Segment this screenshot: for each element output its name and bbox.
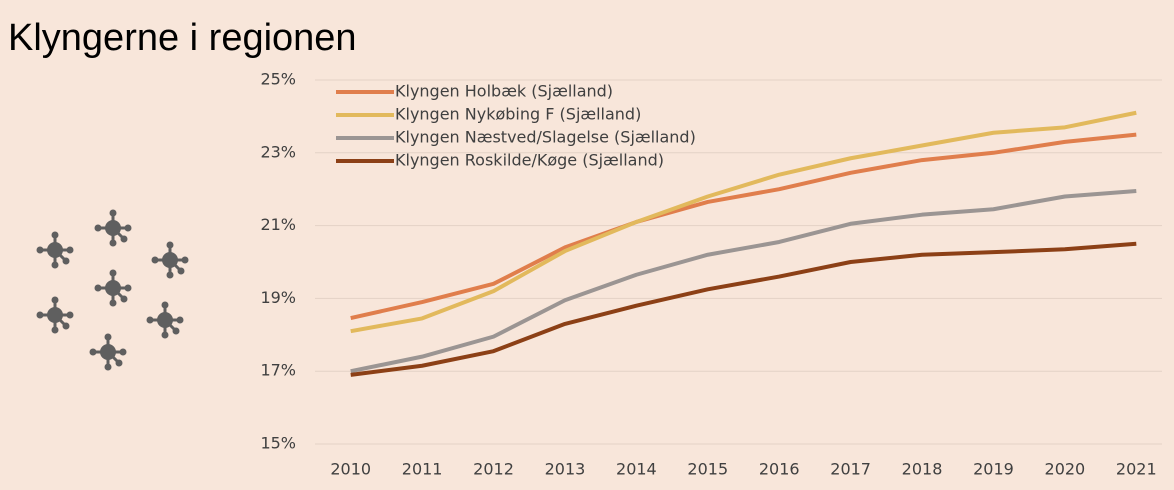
y-tick-label: 15% <box>260 434 296 453</box>
x-tick-label: 2015 <box>687 460 728 479</box>
y-tick-label: 25% <box>260 70 296 89</box>
cluster-icon <box>35 208 190 372</box>
y-tick-label: 19% <box>260 288 296 307</box>
x-tick-label: 2013 <box>545 460 586 479</box>
series-line <box>350 110 1137 334</box>
legend-label: Klyngen Holbæk (Sjælland) <box>395 82 613 101</box>
x-tick-label: 2017 <box>830 460 871 479</box>
x-tick-label: 2011 <box>402 460 443 479</box>
x-tick-label: 2016 <box>759 460 800 479</box>
x-tick-label: 2018 <box>902 460 943 479</box>
legend-label: Klyngen Nykøbing F (Sjælland) <box>395 105 641 124</box>
x-tick-label: 2014 <box>616 460 657 479</box>
x-tick-label: 2021 <box>1116 460 1157 479</box>
y-tick-label: 23% <box>260 142 296 161</box>
x-tick-label: 2020 <box>1045 460 1086 479</box>
series-line <box>350 132 1137 321</box>
y-tick-label: 21% <box>260 215 296 234</box>
x-tick-label: 2012 <box>473 460 514 479</box>
x-tick-label: 2019 <box>973 460 1014 479</box>
legend-label: Klyngen Roskilde/Køge (Sjælland) <box>395 151 664 170</box>
chart-title: Klyngerne i regionen <box>8 17 357 59</box>
y-tick-label: 17% <box>260 361 296 380</box>
x-tick-label: 2010 <box>330 460 371 479</box>
series-line <box>350 189 1137 374</box>
series-line <box>350 241 1137 377</box>
legend-label: Klyngen Næstved/Slagelse (Sjælland) <box>395 128 696 147</box>
